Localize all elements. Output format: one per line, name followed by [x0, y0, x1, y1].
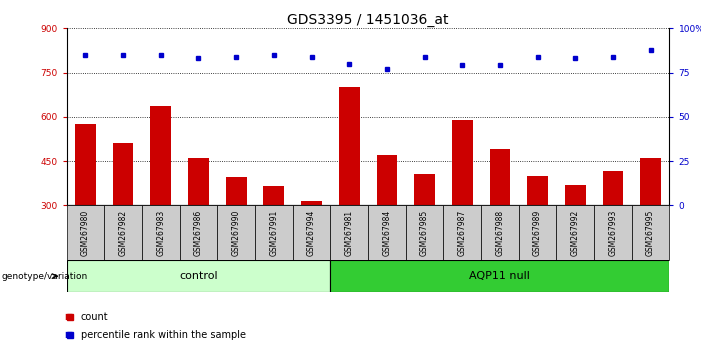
Bar	[301, 201, 322, 205]
Bar	[527, 176, 548, 205]
Bar	[75, 124, 96, 205]
Bar	[481, 205, 519, 260]
Bar	[519, 205, 557, 260]
Bar	[179, 205, 217, 260]
Bar	[603, 171, 623, 205]
Bar	[368, 205, 406, 260]
Bar	[443, 205, 481, 260]
Text: GSM267989: GSM267989	[533, 210, 542, 256]
Text: GSM267987: GSM267987	[458, 210, 467, 256]
Bar	[226, 177, 247, 205]
Text: GSM267980: GSM267980	[81, 210, 90, 256]
Bar	[104, 205, 142, 260]
Bar	[489, 149, 510, 205]
Bar	[376, 155, 397, 205]
Text: GSM267995: GSM267995	[646, 210, 655, 256]
Bar	[151, 107, 171, 205]
Bar	[67, 205, 104, 260]
Text: GSM267990: GSM267990	[231, 210, 240, 256]
Text: ■: ■	[64, 330, 72, 339]
Bar	[67, 260, 330, 292]
Bar	[632, 205, 669, 260]
Bar	[565, 185, 585, 205]
Text: genotype/variation: genotype/variation	[1, 272, 88, 281]
Bar	[339, 87, 360, 205]
Bar	[452, 120, 472, 205]
Text: control: control	[179, 271, 218, 281]
Bar	[414, 175, 435, 205]
Text: GSM267992: GSM267992	[571, 210, 580, 256]
Text: GSM267993: GSM267993	[608, 210, 618, 256]
Bar	[594, 205, 632, 260]
Bar	[640, 158, 661, 205]
Bar	[255, 205, 293, 260]
Bar	[293, 205, 330, 260]
Text: GSM267991: GSM267991	[269, 210, 278, 256]
Text: GSM267985: GSM267985	[420, 210, 429, 256]
Text: GSM267984: GSM267984	[382, 210, 391, 256]
Text: GSM267988: GSM267988	[496, 210, 505, 256]
Text: GSM267994: GSM267994	[307, 210, 316, 256]
Text: percentile rank within the sample: percentile rank within the sample	[81, 330, 245, 339]
Title: GDS3395 / 1451036_at: GDS3395 / 1451036_at	[287, 13, 449, 27]
Bar	[330, 205, 368, 260]
Text: GSM267981: GSM267981	[345, 210, 354, 256]
Bar	[113, 143, 133, 205]
Bar	[217, 205, 255, 260]
Text: AQP11 null: AQP11 null	[470, 271, 531, 281]
Bar	[188, 158, 209, 205]
Bar	[330, 260, 669, 292]
Text: GSM267986: GSM267986	[194, 210, 203, 256]
Bar	[557, 205, 594, 260]
Text: GSM267982: GSM267982	[118, 210, 128, 256]
Bar	[264, 186, 284, 205]
Bar	[142, 205, 179, 260]
Bar	[406, 205, 443, 260]
Text: ■: ■	[64, 312, 72, 321]
Text: GSM267983: GSM267983	[156, 210, 165, 256]
Text: count: count	[81, 312, 108, 322]
